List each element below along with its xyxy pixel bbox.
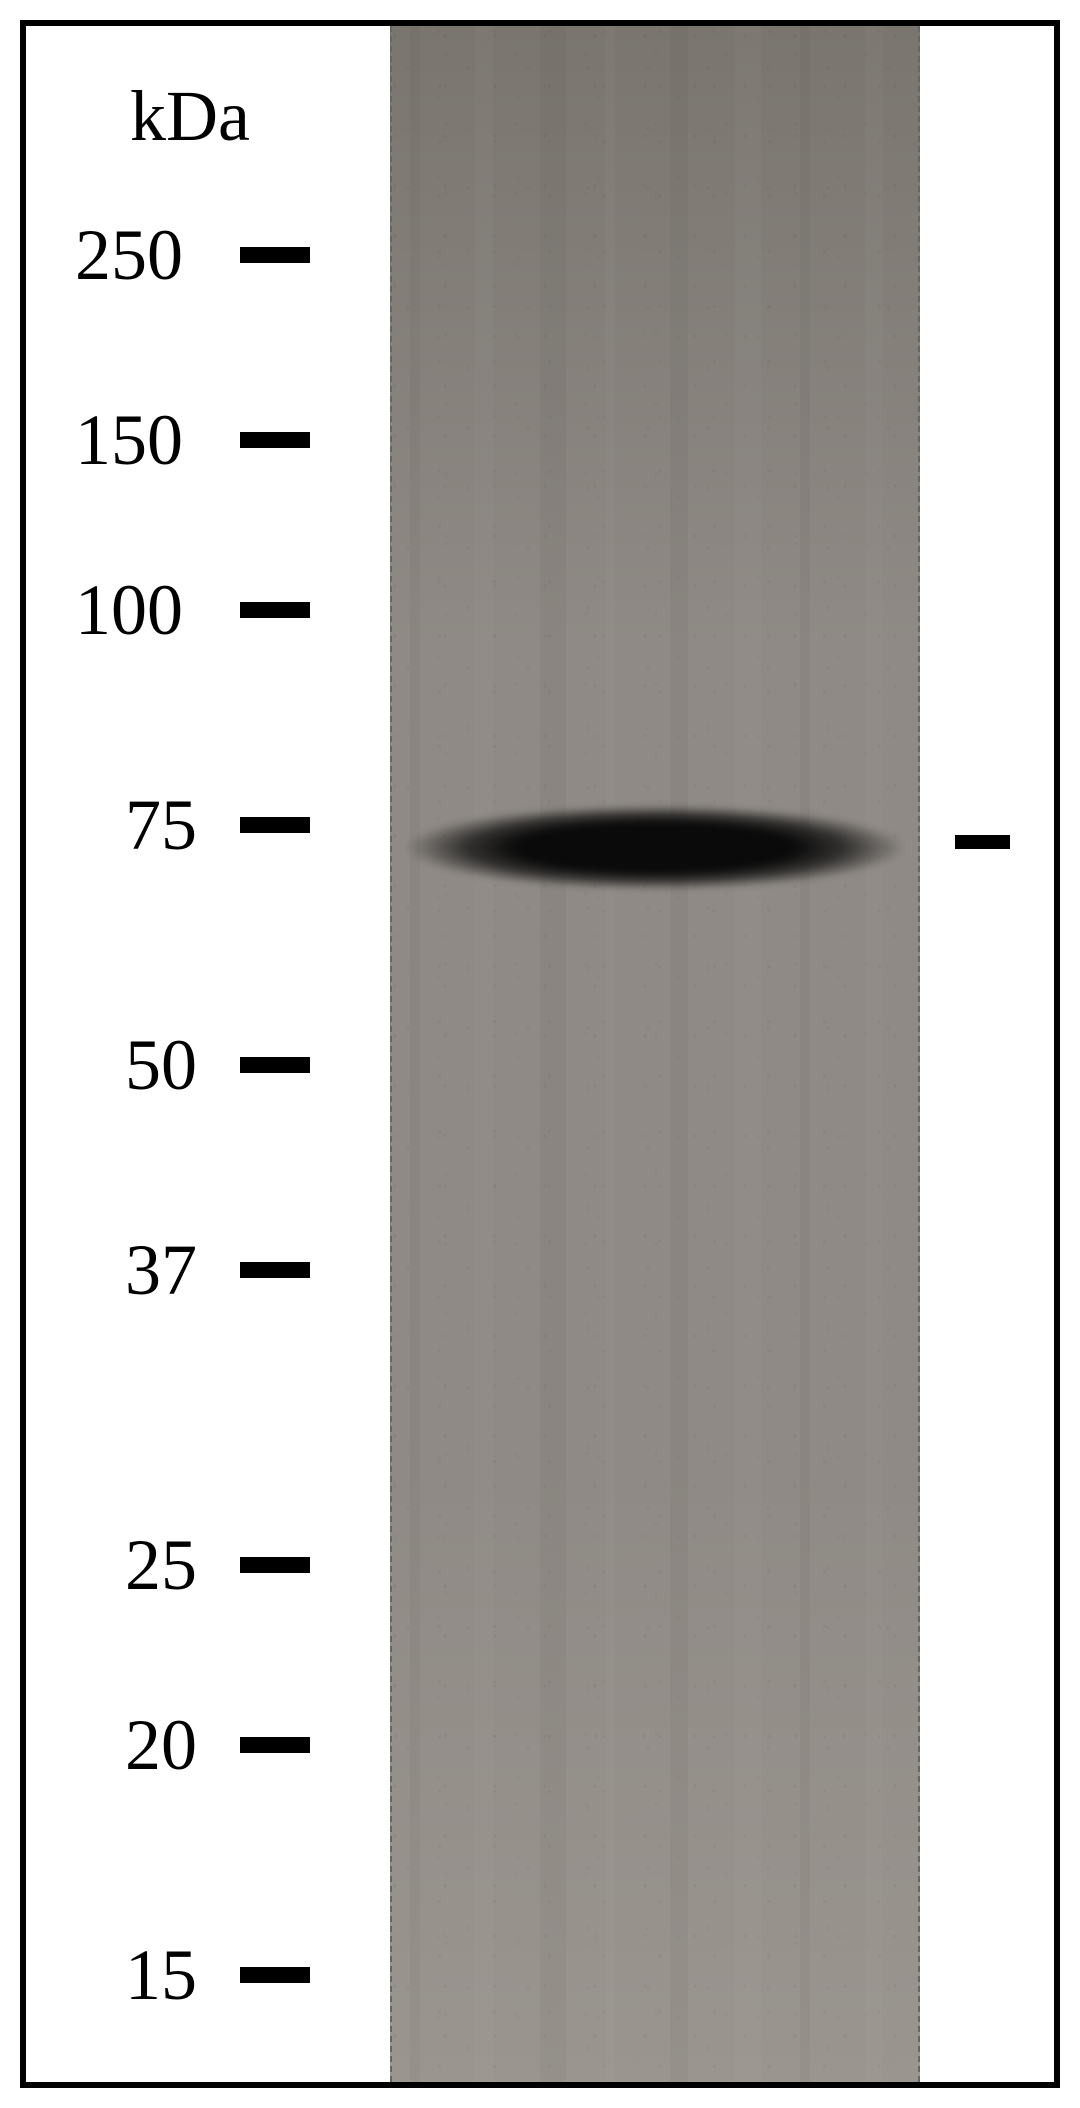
lane-streak (865, 26, 883, 2082)
marker-label-150: 150 (75, 399, 183, 482)
lane-noise (390, 26, 920, 2082)
lane-streak (475, 26, 493, 2082)
marker-tick-150 (240, 432, 310, 448)
lane-dashed-edge-0 (390, 26, 392, 2082)
marker-label-15: 15 (125, 1934, 197, 2017)
lane-streak (670, 26, 688, 2082)
marker-label-37: 37 (125, 1229, 197, 1312)
band-indicator (955, 835, 1010, 849)
marker-tick-50 (240, 1057, 310, 1073)
unit-label: kDa (130, 75, 250, 158)
lane-streak (410, 26, 420, 2082)
protein-band (405, 800, 905, 895)
marker-tick-100 (240, 602, 310, 618)
lane-streak (540, 26, 566, 2082)
gel-lane (390, 26, 920, 2082)
marker-tick-75 (240, 817, 310, 833)
marker-label-20: 20 (125, 1704, 197, 1787)
lane-streak (735, 26, 761, 2082)
lane-streak (800, 26, 810, 2082)
marker-tick-250 (240, 247, 310, 263)
marker-label-75: 75 (125, 784, 197, 867)
lane-dashed-edge-1 (918, 26, 920, 2082)
marker-tick-25 (240, 1557, 310, 1573)
marker-label-50: 50 (125, 1024, 197, 1107)
marker-label-100: 100 (75, 569, 183, 652)
marker-label-250: 250 (75, 214, 183, 297)
marker-tick-20 (240, 1737, 310, 1753)
marker-tick-37 (240, 1262, 310, 1278)
lane-streak (605, 26, 615, 2082)
marker-label-25: 25 (125, 1524, 197, 1607)
marker-tick-15 (240, 1967, 310, 1983)
